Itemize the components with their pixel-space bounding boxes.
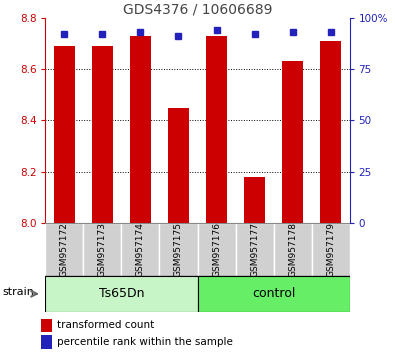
Text: percentile rank within the sample: percentile rank within the sample [57, 337, 233, 347]
Text: GSM957179: GSM957179 [326, 222, 335, 277]
Bar [320, 41, 341, 223]
Bar [198, 276, 350, 312]
Text: strain: strain [2, 287, 34, 297]
Bar [244, 177, 265, 223]
Bar [54, 46, 75, 223]
Bar [198, 223, 235, 276]
Bar [92, 46, 113, 223]
Bar [83, 223, 122, 276]
Text: GSM957175: GSM957175 [174, 222, 183, 277]
Bar [273, 223, 312, 276]
Bar [45, 223, 83, 276]
Text: GSM957178: GSM957178 [288, 222, 297, 277]
Bar [235, 223, 274, 276]
Bar [312, 223, 350, 276]
Bar [160, 223, 198, 276]
Bar [122, 223, 160, 276]
Text: GSM957173: GSM957173 [98, 222, 107, 277]
Text: Ts65Dn: Ts65Dn [99, 287, 144, 300]
Bar [45, 276, 198, 312]
Bar [282, 61, 303, 223]
Text: GSM957177: GSM957177 [250, 222, 259, 277]
Bar [206, 36, 227, 223]
Bar [41, 335, 52, 349]
Bar [168, 108, 189, 223]
Text: control: control [252, 287, 295, 300]
Bar [130, 36, 151, 223]
Text: GSM957174: GSM957174 [136, 222, 145, 277]
Text: GSM957172: GSM957172 [60, 222, 69, 277]
Title: GDS4376 / 10606689: GDS4376 / 10606689 [123, 2, 272, 17]
Text: transformed count: transformed count [57, 320, 154, 330]
Bar [41, 319, 52, 332]
Text: GSM957176: GSM957176 [212, 222, 221, 277]
